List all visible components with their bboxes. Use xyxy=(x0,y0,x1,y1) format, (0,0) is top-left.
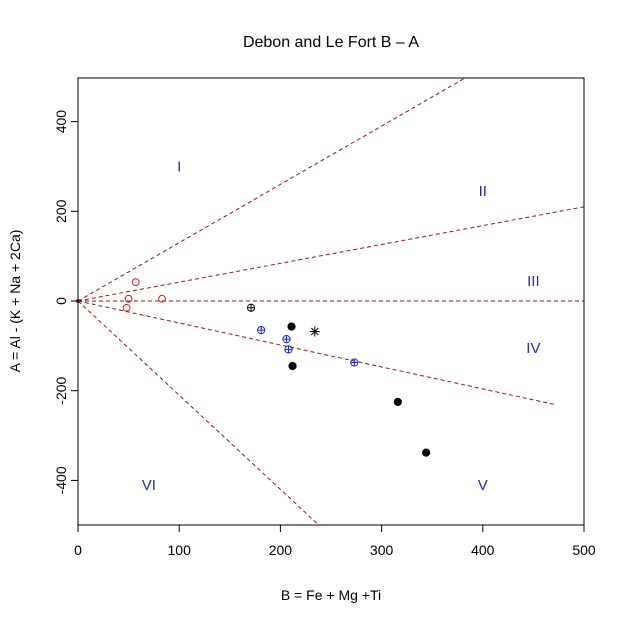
y-tick-label--400: -400 xyxy=(53,466,69,494)
boundary-line-5 xyxy=(78,300,320,525)
data-point-filled-circle-4-2 xyxy=(288,361,297,371)
x-tick-label-0: 0 xyxy=(74,542,82,558)
data-point-asterisk-5-1-ray-4 xyxy=(310,327,319,336)
data-point-filled-circle-4-4 xyxy=(422,448,431,457)
boundary-lines xyxy=(78,78,584,525)
data-point-filled-circle-4-1 xyxy=(287,322,296,331)
data-point-filled-circle-4-3 xyxy=(393,397,402,407)
boundary-line-4 xyxy=(78,300,554,405)
data-point-circle-plus-2-4 xyxy=(350,358,359,367)
x-axis-label: B = Fe + Mg +Ti xyxy=(281,587,381,603)
x-axis: 0 100 200 300 400 500 xyxy=(74,524,596,558)
x-tick-label-400: 400 xyxy=(471,542,495,558)
chart-title: Debon and Le Fort B – A xyxy=(243,34,419,51)
region-label-v: V xyxy=(478,477,488,494)
y-tick-label-400: 400 xyxy=(53,110,69,134)
region-label-ii: II xyxy=(479,183,487,200)
data-points xyxy=(76,278,431,457)
y-tick-label-0: 0 xyxy=(53,297,69,305)
x-tick-label-300: 300 xyxy=(370,542,394,558)
data-point-open-circle-1-1 xyxy=(131,278,140,287)
data-point-asterisk-5-1 xyxy=(309,326,320,337)
data-point-open-circle-1-2 xyxy=(124,294,133,303)
x-tick-label-500: 500 xyxy=(572,542,596,558)
data-point-circle-plus-2-3 xyxy=(284,345,293,354)
data-point-open-circle-1-4 xyxy=(122,303,131,312)
data-point-circle-plus-3-1 xyxy=(246,303,256,312)
y-axis: -400 -200 0 200 400 xyxy=(53,110,79,494)
region-label-iii: III xyxy=(527,273,540,290)
region-label-iv: IV xyxy=(526,340,540,357)
data-point-circle-plus-2-2 xyxy=(282,335,291,344)
data-point-circle-plus-2-1 xyxy=(257,326,266,335)
region-label-i: I xyxy=(177,158,181,175)
data-point-open-circle-1-3 xyxy=(158,294,166,303)
x-tick-label-100: 100 xyxy=(168,542,192,558)
y-tick-label--200: -200 xyxy=(53,376,69,404)
x-tick-label-200: 200 xyxy=(269,542,293,558)
y-axis-label: A = Al - (K + Na + 2Ca) xyxy=(7,230,23,373)
boundary-line-2 xyxy=(78,206,584,302)
boundary-line-1 xyxy=(78,78,467,302)
y-tick-label-200: 200 xyxy=(53,199,69,223)
region-label-vi: VI xyxy=(142,477,156,494)
